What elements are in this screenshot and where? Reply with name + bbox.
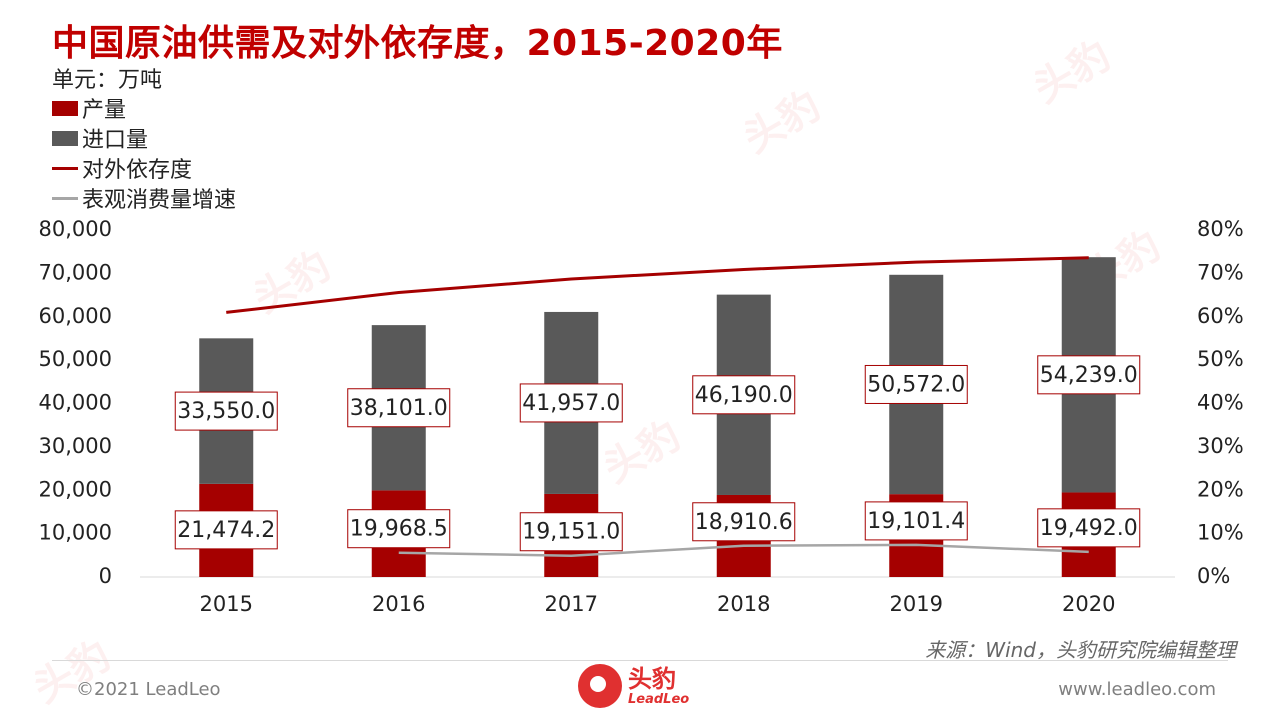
data-label-imports: 33,550.0 xyxy=(177,399,275,424)
y-right-tick-label: 20% xyxy=(1197,477,1244,501)
legend-item-dependency: 对外依存度 xyxy=(52,153,236,183)
x-tick-label: 2018 xyxy=(717,592,770,616)
legend-item-production: 产量 xyxy=(52,93,236,123)
y-left-tick-label: 40,000 xyxy=(39,391,112,415)
y-right-tick-label: 30% xyxy=(1197,434,1244,458)
y-left-tick-label: 50,000 xyxy=(39,347,112,371)
legend-swatch-imports xyxy=(52,130,78,146)
y-left-tick-label: 70,000 xyxy=(39,260,112,284)
x-tick-label: 2019 xyxy=(890,592,943,616)
y-right-tick-label: 50% xyxy=(1197,347,1244,371)
data-label-imports-box xyxy=(519,383,623,423)
source-note: 来源：Wind，头豹研究院编辑整理 xyxy=(925,638,1236,662)
data-label-imports: 46,190.0 xyxy=(695,383,793,408)
data-label-production: 18,910.6 xyxy=(695,510,793,535)
y-left-tick-label: 10,000 xyxy=(39,521,112,545)
y-right-tick-label: 0% xyxy=(1197,564,1230,588)
data-label-production-box xyxy=(174,510,278,550)
y-right-tick-label: 60% xyxy=(1197,304,1244,328)
data-label-imports: 38,101.0 xyxy=(350,396,448,421)
data-label-imports-box xyxy=(692,375,796,415)
data-label-production: 19,492.0 xyxy=(1040,516,1138,541)
legend-label-production: 产量 xyxy=(82,98,127,123)
footer-divider xyxy=(52,660,1228,661)
x-tick-label: 2017 xyxy=(545,592,598,616)
data-label-imports-box xyxy=(1037,355,1141,395)
y-right-tick-label: 40% xyxy=(1197,391,1244,415)
data-label-production-box xyxy=(692,502,796,542)
y-left-tick-label: 80,000 xyxy=(39,217,112,241)
chart-legend: 产量 进口量 对外依存度 表观消费量增速 xyxy=(52,93,236,213)
data-label-production: 19,151.0 xyxy=(522,520,620,545)
y-right-tick-label: 10% xyxy=(1197,521,1244,545)
y-left-tick-label: 20,000 xyxy=(39,477,112,501)
data-label-production: 21,474.2 xyxy=(177,518,275,543)
logo-text-en: LeadLeo xyxy=(628,691,690,707)
y-right-tick-label: 70% xyxy=(1197,260,1244,284)
x-tick-label: 2020 xyxy=(1062,592,1115,616)
logo-text-cn: 头豹 xyxy=(628,664,676,693)
combo-chart: 0 10,000 20,000 30,000 40,000 50,000 60,000 70,… xyxy=(39,217,1244,616)
y-right-tick-label: 80% xyxy=(1197,217,1244,241)
leadleo-logo: 头豹 LeadLeo xyxy=(578,664,689,708)
data-label-production-box xyxy=(1037,508,1141,548)
data-label-imports-box xyxy=(347,388,451,428)
legend-label-imports: 进口量 xyxy=(82,128,149,153)
line-dependency xyxy=(226,256,1089,314)
y-left-tick-label: 30,000 xyxy=(39,434,112,458)
data-label-production-box xyxy=(519,512,623,552)
leopard-logo-icon xyxy=(578,664,622,708)
page-title: 中国原油供需及对外依存度，2015-2020年 xyxy=(52,23,783,64)
data-label-imports-box xyxy=(174,391,278,431)
copyright-text: ©2021 LeadLeo xyxy=(76,679,221,700)
legend-swatch-production xyxy=(52,100,78,116)
website-link[interactable]: www.leadleo.com xyxy=(1058,679,1216,700)
data-label-production-box xyxy=(347,509,451,549)
data-label-imports: 50,572.0 xyxy=(867,372,965,397)
unit-label: 单元：万吨 xyxy=(52,68,163,93)
data-label-imports: 54,239.0 xyxy=(1040,363,1138,388)
line-growth xyxy=(398,543,1089,557)
data-label-production: 19,101.4 xyxy=(867,509,965,534)
y-left-tick-label: 60,000 xyxy=(39,304,112,328)
legend-swatch-dependency xyxy=(52,166,78,170)
data-label-imports: 41,957.0 xyxy=(522,391,620,416)
legend-item-growth: 表观消费量增速 xyxy=(52,183,236,213)
y-left-tick-label: 0 xyxy=(99,564,112,588)
data-label-production: 19,968.5 xyxy=(350,517,448,542)
legend-label-growth: 表观消费量增速 xyxy=(82,188,237,213)
data-label-production-box xyxy=(864,501,968,541)
x-tick-label: 2016 xyxy=(372,592,425,616)
legend-swatch-growth xyxy=(52,196,78,200)
legend-label-dependency: 对外依存度 xyxy=(82,158,193,183)
x-tick-label: 2015 xyxy=(200,592,253,616)
legend-item-imports: 进口量 xyxy=(52,123,236,153)
data-label-imports-box xyxy=(864,364,968,404)
